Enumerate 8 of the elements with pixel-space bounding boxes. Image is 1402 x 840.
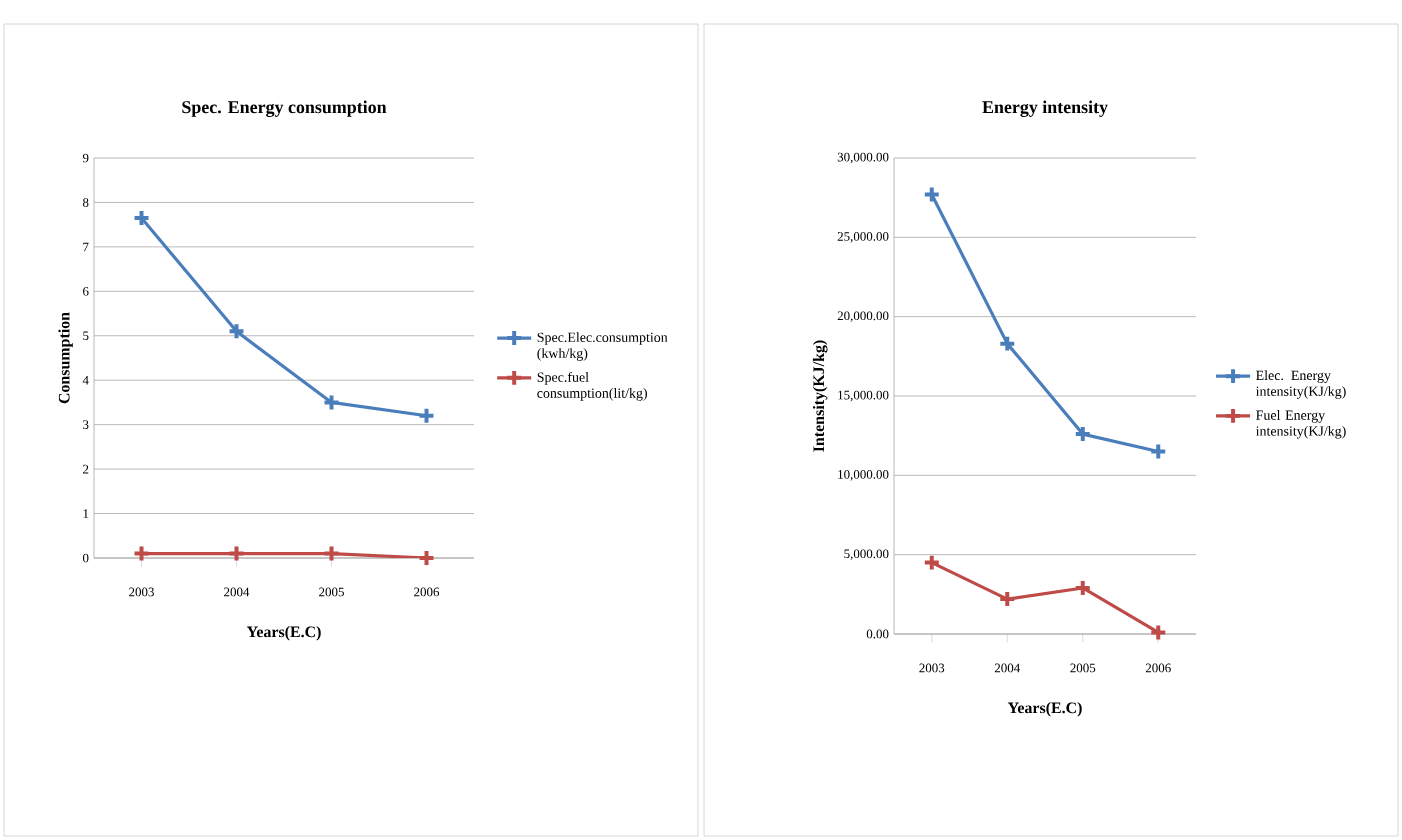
point: [322, 393, 341, 412]
point: [1073, 579, 1092, 597]
chart-title: Energy intensity: [982, 100, 1108, 118]
point: [322, 544, 341, 563]
chart-title: Spec. Energy consumption: [182, 100, 387, 117]
point: [227, 322, 246, 341]
point: [998, 334, 1017, 353]
point: [227, 544, 246, 563]
